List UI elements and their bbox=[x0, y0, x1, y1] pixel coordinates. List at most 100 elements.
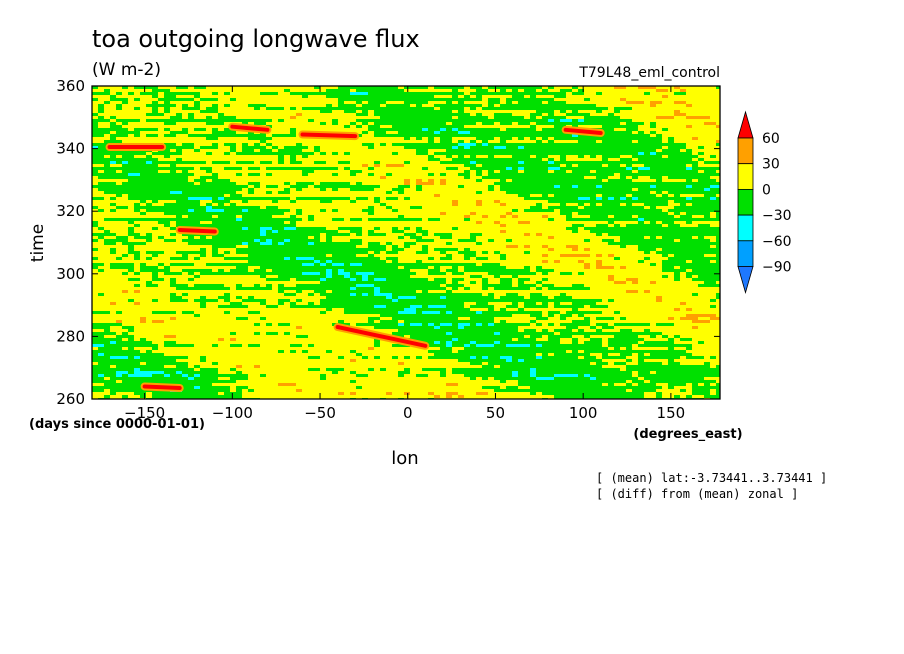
field-cell bbox=[404, 137, 411, 141]
field-cell bbox=[380, 119, 387, 123]
field-cell bbox=[560, 107, 567, 111]
field-cell bbox=[494, 203, 501, 207]
field-cell bbox=[182, 209, 189, 213]
field-cell bbox=[488, 137, 495, 141]
field-cell bbox=[320, 182, 327, 186]
field-cell bbox=[656, 140, 663, 144]
field-cell bbox=[146, 104, 153, 108]
field-cell bbox=[266, 182, 273, 186]
field-cell bbox=[398, 158, 405, 162]
field-cell bbox=[608, 164, 615, 168]
field-cell bbox=[332, 119, 339, 123]
field-cell bbox=[470, 182, 477, 186]
field-cell bbox=[680, 221, 687, 225]
field-cell bbox=[188, 122, 195, 126]
field-cell bbox=[350, 200, 357, 204]
field-cell bbox=[602, 194, 609, 198]
field-cell bbox=[668, 158, 675, 162]
field-cell bbox=[686, 179, 693, 183]
field-cell bbox=[380, 155, 387, 159]
field-cell bbox=[554, 86, 561, 90]
field-cell bbox=[428, 131, 435, 135]
field-cell bbox=[656, 179, 663, 183]
field-cell bbox=[704, 170, 711, 174]
field-cell bbox=[290, 182, 297, 186]
field-cell bbox=[266, 122, 273, 126]
field-cell bbox=[572, 206, 579, 210]
field-cell bbox=[488, 152, 495, 156]
field-cell bbox=[440, 194, 447, 198]
field-cell bbox=[452, 134, 459, 138]
field-cell bbox=[152, 86, 159, 90]
field-cell bbox=[176, 167, 183, 171]
field-cell bbox=[218, 218, 225, 222]
field-cell bbox=[698, 197, 705, 201]
field-cell bbox=[446, 137, 453, 141]
field-cell bbox=[248, 164, 255, 168]
field-cell bbox=[428, 173, 435, 177]
field-cell bbox=[632, 176, 639, 180]
field-cell bbox=[686, 170, 693, 174]
field-cell bbox=[176, 140, 183, 144]
field-cell bbox=[410, 161, 417, 165]
field-cell bbox=[428, 89, 435, 93]
field-cell bbox=[428, 107, 435, 111]
field-cell bbox=[386, 209, 393, 213]
field-cell bbox=[506, 149, 513, 153]
field-cell bbox=[434, 158, 441, 162]
field-cell bbox=[578, 104, 585, 108]
field-cell bbox=[488, 221, 495, 225]
field-cell bbox=[338, 218, 345, 222]
field-cell bbox=[236, 173, 243, 177]
field-cell bbox=[608, 155, 615, 159]
field-cell bbox=[380, 197, 387, 201]
field-cell bbox=[644, 137, 651, 141]
field-cell bbox=[116, 215, 123, 219]
field-cell bbox=[692, 206, 699, 210]
field-cell bbox=[206, 215, 213, 219]
field-cell bbox=[470, 140, 477, 144]
field-cell bbox=[476, 218, 483, 222]
field-cell bbox=[530, 110, 537, 114]
field-cell bbox=[362, 221, 369, 225]
field-cell bbox=[674, 110, 681, 114]
field-cell bbox=[338, 170, 345, 174]
field-cell bbox=[662, 131, 669, 135]
field-cell bbox=[464, 149, 471, 153]
field-cell bbox=[512, 131, 519, 135]
field-cell bbox=[446, 218, 453, 222]
field-cell bbox=[482, 185, 489, 189]
field-cell bbox=[404, 158, 411, 162]
field-cell bbox=[560, 191, 567, 195]
field-cell bbox=[200, 140, 207, 144]
field-cell bbox=[488, 176, 495, 180]
field-cell bbox=[710, 191, 717, 195]
field-cell bbox=[710, 113, 717, 117]
field-cell bbox=[422, 134, 429, 138]
field-cell bbox=[584, 203, 591, 207]
field-cell bbox=[314, 98, 321, 102]
field-cell bbox=[98, 86, 105, 90]
field-cell bbox=[632, 122, 639, 126]
field-cell bbox=[668, 125, 675, 129]
field-cell bbox=[440, 170, 447, 174]
field-cell bbox=[206, 149, 213, 153]
field-cell bbox=[446, 179, 453, 183]
field-cell bbox=[188, 161, 195, 165]
field-cell bbox=[326, 179, 333, 183]
field-cell bbox=[392, 215, 399, 219]
field-cell bbox=[344, 101, 351, 105]
field-cell bbox=[686, 95, 693, 99]
field-cell bbox=[404, 119, 411, 123]
field-cell bbox=[482, 98, 489, 102]
field-cell bbox=[92, 227, 99, 231]
field-cell bbox=[308, 122, 315, 126]
field-cell bbox=[356, 191, 363, 195]
field-cell bbox=[344, 152, 351, 156]
field-cell bbox=[332, 164, 339, 168]
field-cell bbox=[422, 215, 429, 219]
field-cell bbox=[614, 89, 621, 93]
field-cell bbox=[638, 131, 645, 135]
field-cell bbox=[470, 152, 477, 156]
field-cell bbox=[272, 161, 279, 165]
